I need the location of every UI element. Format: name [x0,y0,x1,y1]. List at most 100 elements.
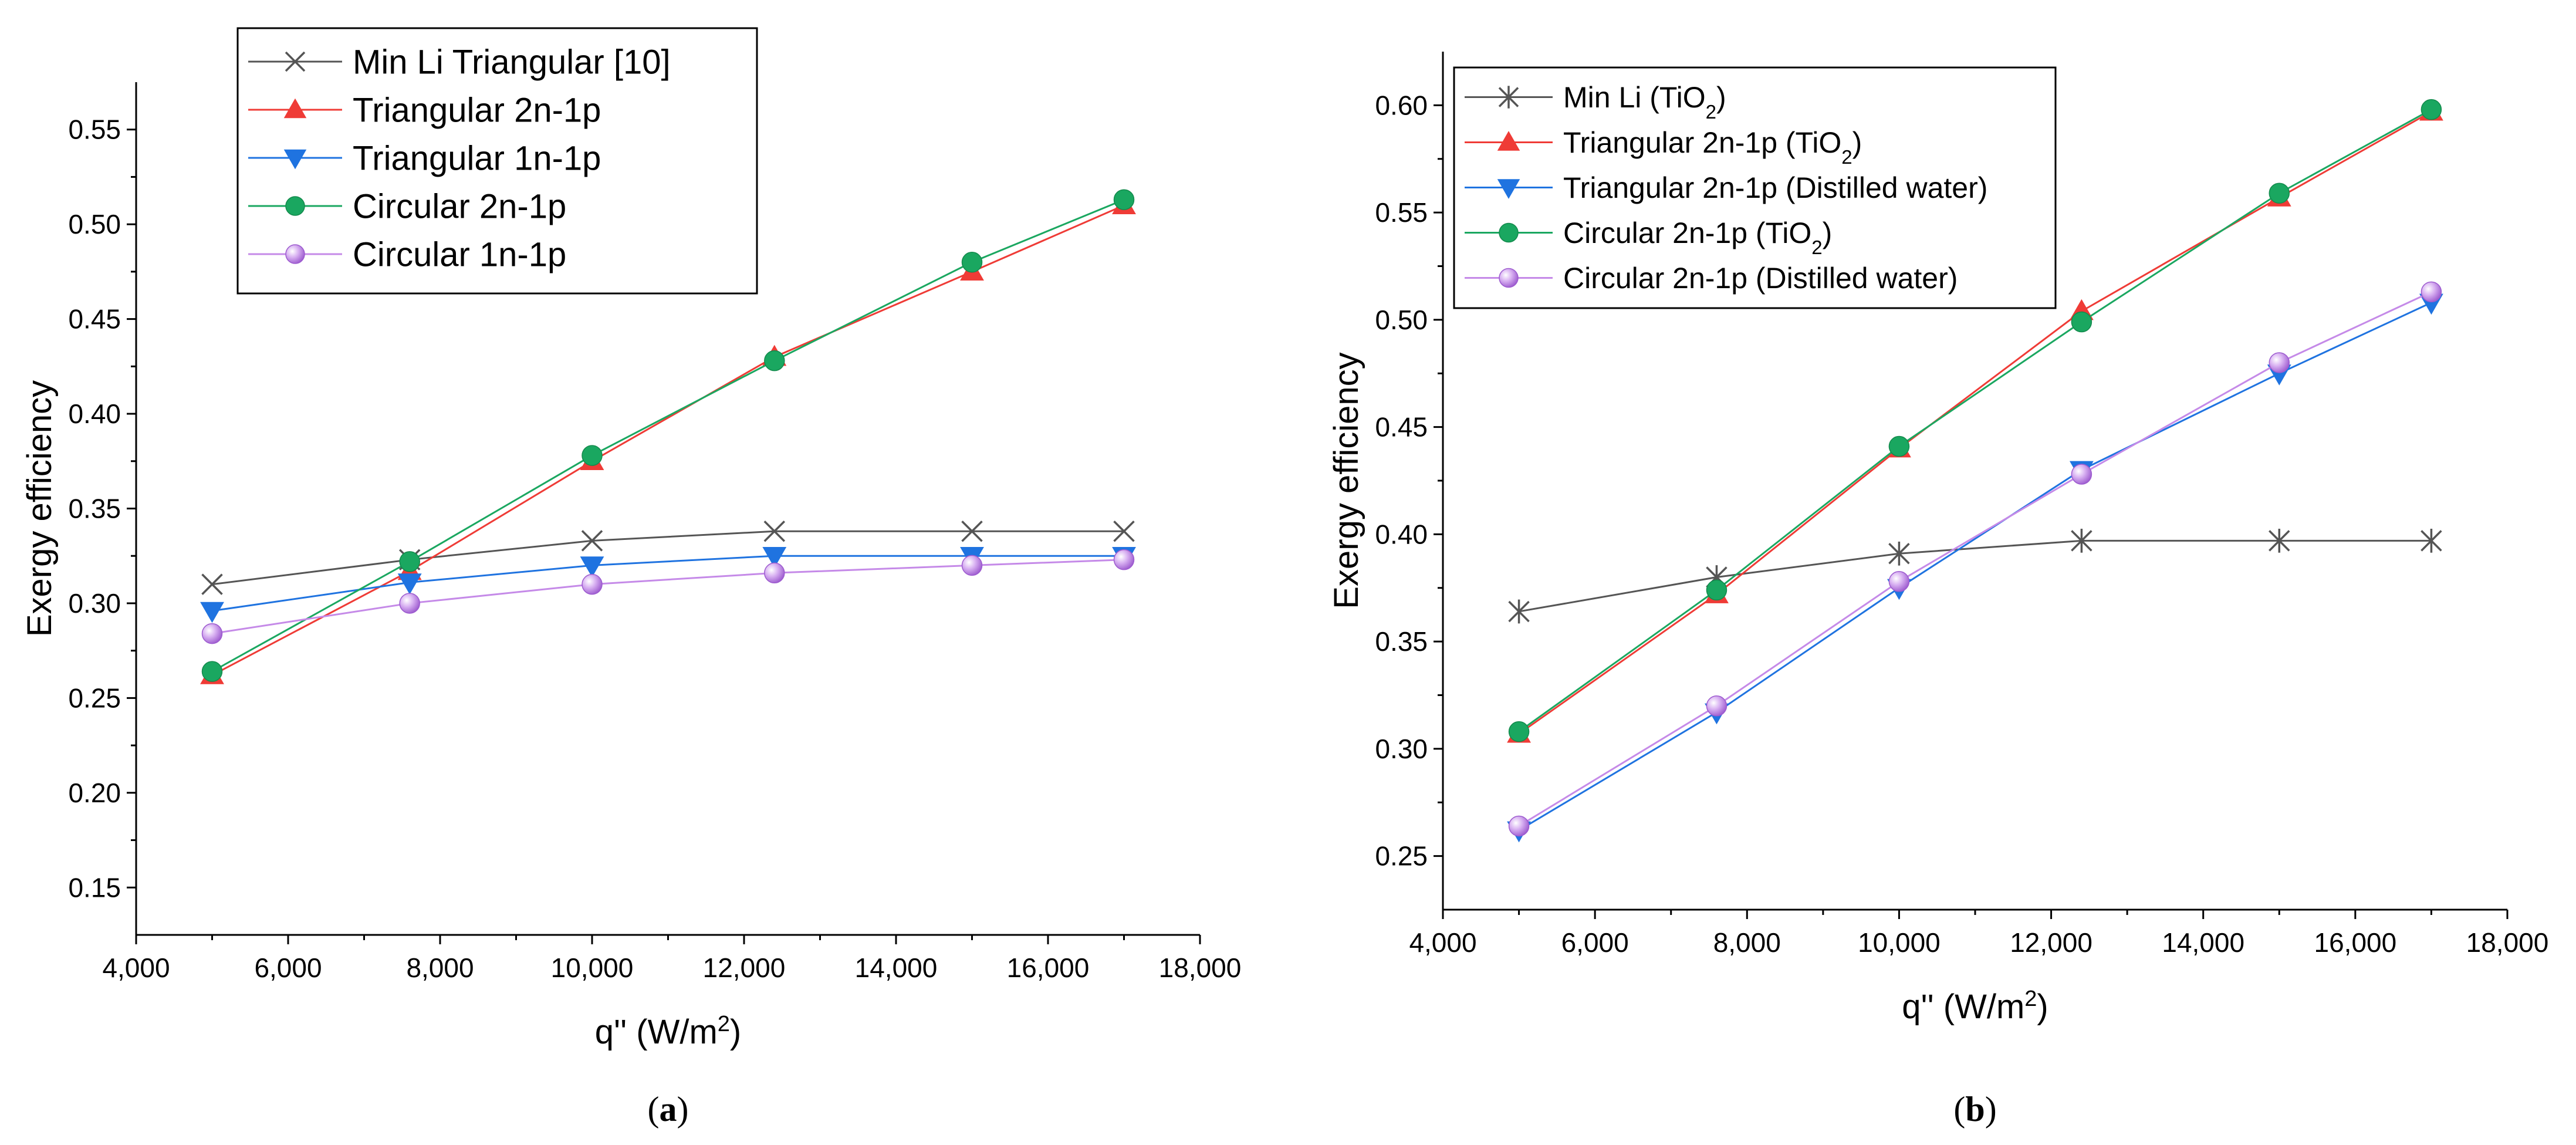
data-point [397,573,422,595]
panel-label: (a) [648,1090,689,1129]
y-tick-label: 0.40 [1375,519,1428,549]
y-tick-label: 0.55 [1375,197,1428,228]
series-line [212,530,1124,586]
data-point [1888,571,1910,592]
data-point [580,556,604,577]
x-tick-label: 12,000 [703,953,786,983]
data-point [1113,521,1135,542]
data-point [1113,549,1135,570]
y-tick-label: 0.35 [68,494,121,524]
data-point [763,521,786,542]
series-line [1519,539,2432,613]
y-tick-label: 0.50 [1375,305,1428,335]
legend: Min Li (TiO2)Triangular 2n-1p (TiO2)Tria… [1453,66,2057,309]
x-tick-label: 8,000 [1713,927,1781,958]
data-point [582,445,603,466]
data-point [399,551,420,572]
series-line [1518,109,2432,732]
series-4 [1508,99,2442,742]
chart-panel-a: 0.15 0.20 0.25 0.30 0.35 0.40 0.45 0.50 0.55 4,00… [21,27,1241,1129]
data-point [1508,815,1530,837]
data-point [1888,435,1910,457]
series-line [212,559,1124,635]
x-tick-label: 14,000 [855,953,938,983]
legend-marker [285,196,305,216]
data-point [2269,183,2290,204]
legend-marker [1497,131,1520,151]
legend-label: Circular 1n-1p [353,235,566,273]
data-point [1706,579,1728,601]
y-tick-label: 0.25 [68,683,121,713]
legend-item: Circular 2n-1p [248,187,566,225]
data-point [2071,311,2092,333]
y-tick-label: 0.50 [68,209,121,239]
chart-panel-b: 0.25 0.30 0.35 0.40 0.45 0.50 0.55 0.60 4,000 6,0… [1327,52,2548,1129]
series-5 [201,549,1135,644]
data-point [2071,528,2092,553]
series-4 [201,189,1135,682]
data-point [2421,281,2442,303]
legend-marker [1498,86,1519,109]
data-point [2421,99,2442,120]
legend-marker [285,51,306,72]
data-point [2071,464,2092,485]
legend-box [236,27,758,295]
data-point [1888,541,1910,566]
data-point [961,555,983,576]
legend-item: Triangular 1n-1p [248,139,601,177]
data-point [961,251,983,273]
legend-label: Circular 2n-1p [353,187,566,225]
legend-item: Triangular 2n-1p (Distilled water) [1465,171,1987,204]
series-1 [201,521,1135,595]
y-tick-label: 0.45 [1375,412,1428,443]
legend-item: Min Li (TiO2) [1465,81,1726,123]
data-point [201,623,223,644]
y-tick-label: 0.15 [68,872,121,903]
x-tick-label: 16,000 [1007,953,1090,983]
data-point [764,562,785,584]
data-point [1508,599,1530,624]
y-axis-title: Exergy efficiency [21,380,59,637]
data-point [2269,528,2290,553]
data-point [399,593,420,614]
x-tick-label: 12,000 [2010,927,2092,958]
data-point [2421,528,2442,553]
panel-label: (b) [1953,1090,1996,1129]
x-tick-label: 18,000 [2466,927,2549,958]
legend-label: Circular 2n-1p (TiO2) [1563,217,1832,258]
y-tick-label: 0.45 [68,304,121,335]
series-line [1518,291,2432,827]
y-tick-label: 0.30 [68,588,121,619]
legend-label: Triangular 2n-1p (TiO2) [1563,126,1862,168]
series-line [211,198,1125,673]
series-3 [200,547,1136,623]
data-point [2269,352,2290,373]
data-point [201,661,223,682]
data-point [1113,189,1135,210]
series-line [212,555,1124,612]
legend-marker [285,244,305,264]
legend-box [1453,66,2057,309]
legend-label: Triangular 1n-1p [353,139,601,177]
legend-label: Min Li Triangular [10] [353,43,671,81]
y-tick-label: 0.40 [68,398,121,429]
x-tick-label: 4,000 [102,953,170,983]
legend-item: Circular 1n-1p [248,235,566,273]
legend-item: Min Li Triangular [10] [248,43,671,81]
series-1 [1508,528,2442,624]
series-line [1518,111,2432,735]
y-axis-title: Exergy efficiency [1327,352,1365,609]
legend-marker [1499,222,1519,243]
legend-label: Triangular 2n-1p (Distilled water) [1563,171,1987,204]
legend-label: Circular 2n-1p (Distilled water) [1563,262,1958,295]
data-point [200,602,224,623]
legend-label: Min Li (TiO2) [1563,81,1726,123]
x-tick-label: 4,000 [1409,927,1476,958]
legend-marker [1497,179,1520,199]
y-tick-label: 0.60 [1375,90,1428,120]
x-tick-label: 6,000 [1561,927,1629,958]
x-axis-title: q'' (W/m2) [595,1012,741,1051]
legend-marker [283,149,307,170]
y-tick-label: 0.30 [1375,734,1428,764]
